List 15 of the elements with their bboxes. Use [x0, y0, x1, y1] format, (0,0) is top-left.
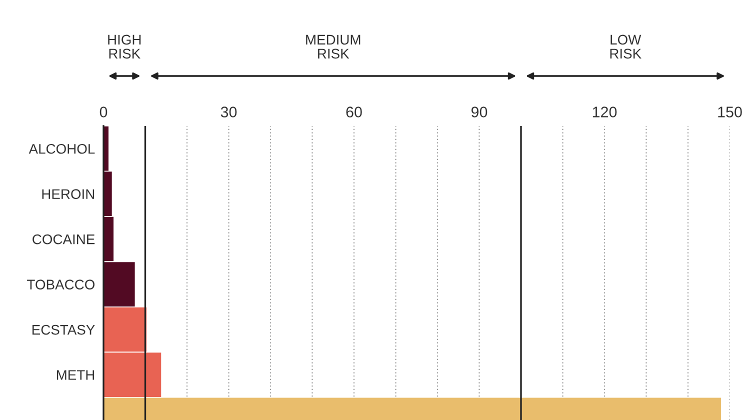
y-tick-label: COCAINE: [32, 234, 95, 244]
text: HIGH RISK: [108, 34, 141, 59]
y-tick-label: METH: [56, 370, 94, 380]
y-tick-label: ECSTASY: [32, 324, 95, 335]
x-tick-label: 90: [471, 106, 488, 118]
text: LOW RISK: [610, 34, 642, 59]
x-tick-label: 120: [592, 106, 617, 118]
y-tick-label: HEROIN: [42, 189, 94, 200]
x-tick-label: 0: [100, 106, 108, 118]
x-tick-label: 150: [718, 106, 742, 118]
y-tick-label: ALCOHOL: [28, 144, 95, 154]
y-tick-label: TOBACCO: [27, 280, 94, 290]
x-tick-label: 60: [346, 106, 362, 118]
text: MEDIUM RISK: [306, 34, 360, 59]
x-tick-label: 30: [220, 106, 237, 118]
